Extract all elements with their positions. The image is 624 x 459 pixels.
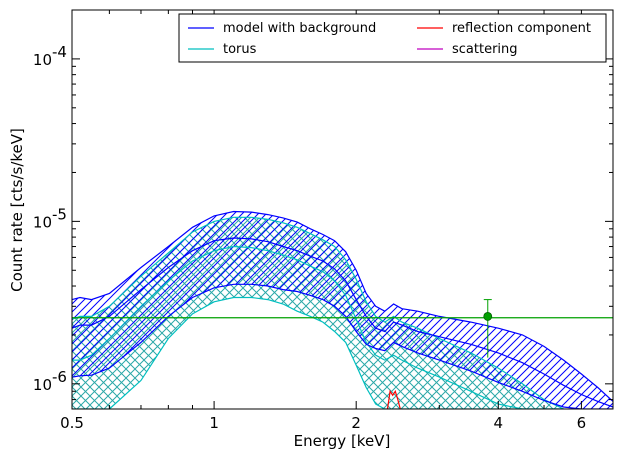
y-axis-label: Count rate [cts/s/keV] <box>8 128 26 292</box>
tick-labels-layer: 0.5 1 2 4 610-610-510-4 <box>33 43 586 432</box>
plot-frame <box>71 9 614 410</box>
legend-label-model: model with background <box>223 21 376 36</box>
y-tick-label-exponent: -6 <box>52 368 67 386</box>
line-model-with-background-lower <box>72 283 613 409</box>
x-tick-label: 4 <box>494 414 504 432</box>
lines-layer <box>72 210 613 409</box>
line-torus-mid <box>72 245 564 409</box>
x-tick-label: 2 <box>351 414 361 432</box>
line-model-with-background-upper <box>72 210 613 402</box>
y-tick-label-exponent: -5 <box>52 205 67 223</box>
line-torus-lower <box>72 296 564 409</box>
line-model-with-background-mid <box>72 237 613 408</box>
legend-label-scattering: scattering <box>452 42 518 57</box>
data-points-layer <box>483 299 493 358</box>
y-tick-label: 10 <box>33 51 52 69</box>
data-point-0 <box>483 312 493 321</box>
band-model-with-background <box>72 211 613 409</box>
y-tick-label: 10 <box>33 376 52 394</box>
legend-label-torus: torus <box>223 42 257 57</box>
y-tick-label: 10 <box>33 213 52 231</box>
legend: model with background reflection compone… <box>178 13 607 63</box>
x-axis-label: Energy [keV] <box>294 432 391 450</box>
x-tick-label: 1 <box>209 414 219 432</box>
x-tick-label: 0.5 <box>60 414 84 432</box>
legend-box <box>178 13 607 63</box>
legend-label-reflection: reflection component <box>452 21 591 36</box>
line-torus-upper <box>72 216 564 409</box>
line-reflection-component <box>386 389 401 409</box>
x-tick-label: 6 <box>577 414 587 432</box>
y-tick-label-exponent: -4 <box>52 43 67 61</box>
